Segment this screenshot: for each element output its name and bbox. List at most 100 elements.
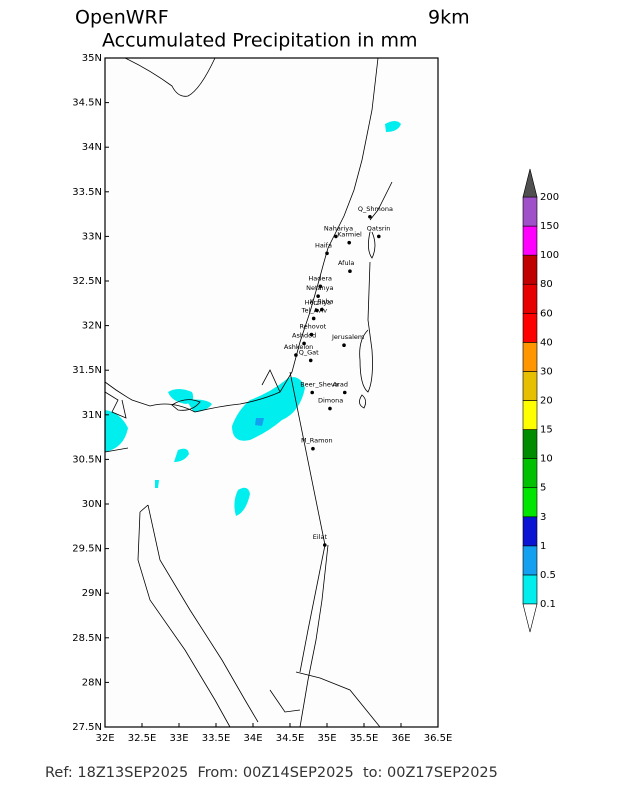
coastline xyxy=(124,57,216,97)
city-marker xyxy=(308,358,313,363)
precip-area xyxy=(234,487,250,516)
colorbar-bin xyxy=(522,342,538,372)
city-label: Nahariya xyxy=(324,224,353,232)
coastline xyxy=(104,57,379,413)
city-marker xyxy=(311,446,315,451)
colorbar-bin xyxy=(522,312,538,343)
y-tick-label: 30N xyxy=(82,499,102,510)
x-tick-label: 35.5E xyxy=(350,733,379,744)
y-tick-label: 32.5N xyxy=(72,276,102,287)
city-label: Herzliya xyxy=(305,298,331,306)
colorbar-bin xyxy=(522,225,538,256)
x-tick-label: 32E xyxy=(95,733,114,744)
x-tick-label: 32.5E xyxy=(128,733,157,744)
x-tick-label: 34.5E xyxy=(276,733,305,744)
city-marker xyxy=(302,341,306,346)
lagoon xyxy=(171,399,201,411)
coastline xyxy=(269,671,381,728)
city-marker xyxy=(325,251,329,256)
resolution: 9km xyxy=(428,7,470,29)
y-tick-label: 29N xyxy=(82,588,102,599)
city-marker xyxy=(311,316,316,321)
city-label: Hadera xyxy=(308,274,332,282)
city-label: Afula xyxy=(338,259,354,267)
border xyxy=(261,369,326,546)
city-marker xyxy=(320,307,324,312)
colorbar-bin xyxy=(522,516,538,547)
precipitation xyxy=(105,121,401,516)
colorbar-label: 5 xyxy=(540,483,546,494)
city-label: Ashdod xyxy=(292,331,316,339)
colorbar-label: 40 xyxy=(540,337,553,348)
city-label: Q_Shmona xyxy=(358,205,393,213)
city-marker xyxy=(310,390,315,395)
colorbar-label: 1 xyxy=(540,541,546,552)
y-tick-label: 33N xyxy=(82,231,102,242)
y-tick-label: 28N xyxy=(82,677,102,688)
precip-area xyxy=(385,121,401,132)
colorbar-label: 3 xyxy=(540,512,546,523)
city-marker xyxy=(294,353,298,357)
city-label: Jerusalem xyxy=(331,333,364,341)
colorbar-label: 20 xyxy=(540,396,553,407)
footer: Ref: 18Z13SEP2025 From: 00Z14SEP2025 to:… xyxy=(45,765,498,781)
city-marker xyxy=(348,269,352,273)
city-label: K_Saba xyxy=(310,298,334,306)
lake xyxy=(359,394,366,409)
colorbar-bin xyxy=(522,545,538,576)
y-tick-label: 27.5N xyxy=(72,722,102,733)
colorbar-bin xyxy=(522,196,538,227)
city-label: Rehovot xyxy=(299,323,326,331)
colorbar-label: 0.1 xyxy=(540,599,556,610)
title: OpenWRF xyxy=(75,7,169,29)
precip-area xyxy=(105,410,128,452)
city-marker xyxy=(309,332,314,337)
city-marker xyxy=(314,308,319,313)
colorbar-label: 150 xyxy=(540,221,559,232)
y-tick-label: 30.5N xyxy=(72,454,102,465)
city-label: Karmiel xyxy=(337,231,362,239)
city-label: Qatsrin xyxy=(367,224,391,232)
city-marker xyxy=(318,284,323,289)
y-tick-label: 34.5N xyxy=(72,98,102,109)
x-tick-label: 36E xyxy=(391,733,410,744)
x-tick-label: 36.5E xyxy=(424,733,453,744)
colorbar-over xyxy=(522,168,538,198)
border xyxy=(359,181,393,393)
city-label: Ashkelon xyxy=(284,343,313,351)
coastline xyxy=(299,544,329,728)
x-tick-label: 34E xyxy=(243,733,262,744)
colorbar-label: 30 xyxy=(540,366,553,377)
y-tick-label: 29.5N xyxy=(72,544,102,555)
colorbar-under xyxy=(522,603,538,633)
city-label: Q_Gat xyxy=(299,348,319,356)
city-label: Arad xyxy=(333,381,348,389)
y-tick-label: 35N xyxy=(82,53,102,64)
colorbar-bin xyxy=(522,400,538,430)
precip-area xyxy=(255,418,264,426)
y-tick-label: 28.5N xyxy=(72,633,102,644)
colorbar-label: 0.5 xyxy=(540,570,556,581)
colorbar-bin xyxy=(522,254,538,285)
x-tick-label: 33E xyxy=(169,733,188,744)
colorbar-label: 100 xyxy=(540,250,559,261)
coastline xyxy=(104,391,127,419)
x-tick-label: 35E xyxy=(317,733,336,744)
city-label: Eilat xyxy=(313,533,328,541)
precip-area xyxy=(155,480,159,488)
coastlines xyxy=(104,57,393,728)
city-marker xyxy=(316,294,320,298)
city-marker xyxy=(322,543,327,547)
colorbar-bin xyxy=(522,574,538,605)
colorbar-bin xyxy=(522,458,538,489)
city-marker xyxy=(328,406,332,411)
border xyxy=(104,447,129,453)
colorbar-bin xyxy=(522,487,538,518)
colorbar-bin xyxy=(522,371,538,401)
colorbar-bin xyxy=(522,429,538,459)
city-marker xyxy=(342,343,346,348)
city-label: Tel_Aviv xyxy=(301,306,328,314)
coastline xyxy=(137,504,259,728)
city-label: Beer_Sheva xyxy=(300,381,338,389)
